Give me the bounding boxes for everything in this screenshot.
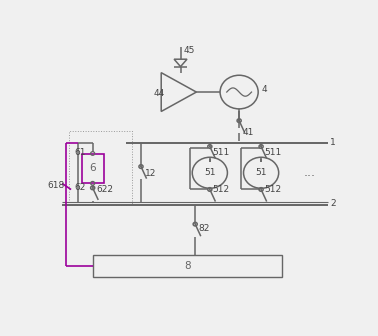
- Text: 2: 2: [330, 199, 336, 208]
- Text: 44: 44: [154, 89, 165, 98]
- Text: 51: 51: [256, 168, 267, 177]
- Bar: [69, 131, 132, 205]
- Text: 41: 41: [243, 128, 254, 137]
- Text: 511: 511: [213, 149, 230, 157]
- Text: 512: 512: [264, 184, 281, 194]
- Bar: [93, 255, 282, 277]
- Text: 512: 512: [213, 184, 230, 194]
- Text: 12: 12: [144, 169, 156, 178]
- Text: 62: 62: [74, 183, 86, 193]
- Text: 8: 8: [184, 261, 191, 271]
- Text: 82: 82: [199, 224, 210, 233]
- Text: 511: 511: [264, 149, 281, 157]
- Text: 618: 618: [47, 181, 65, 190]
- Text: 1: 1: [330, 138, 336, 147]
- Text: 4: 4: [261, 85, 267, 94]
- Text: ...: ...: [304, 166, 316, 179]
- Text: 622: 622: [96, 185, 113, 194]
- Text: 6: 6: [89, 163, 96, 173]
- Text: 51: 51: [204, 168, 215, 177]
- Bar: [82, 154, 104, 183]
- Text: 61: 61: [74, 148, 86, 157]
- Text: 45: 45: [183, 46, 195, 55]
